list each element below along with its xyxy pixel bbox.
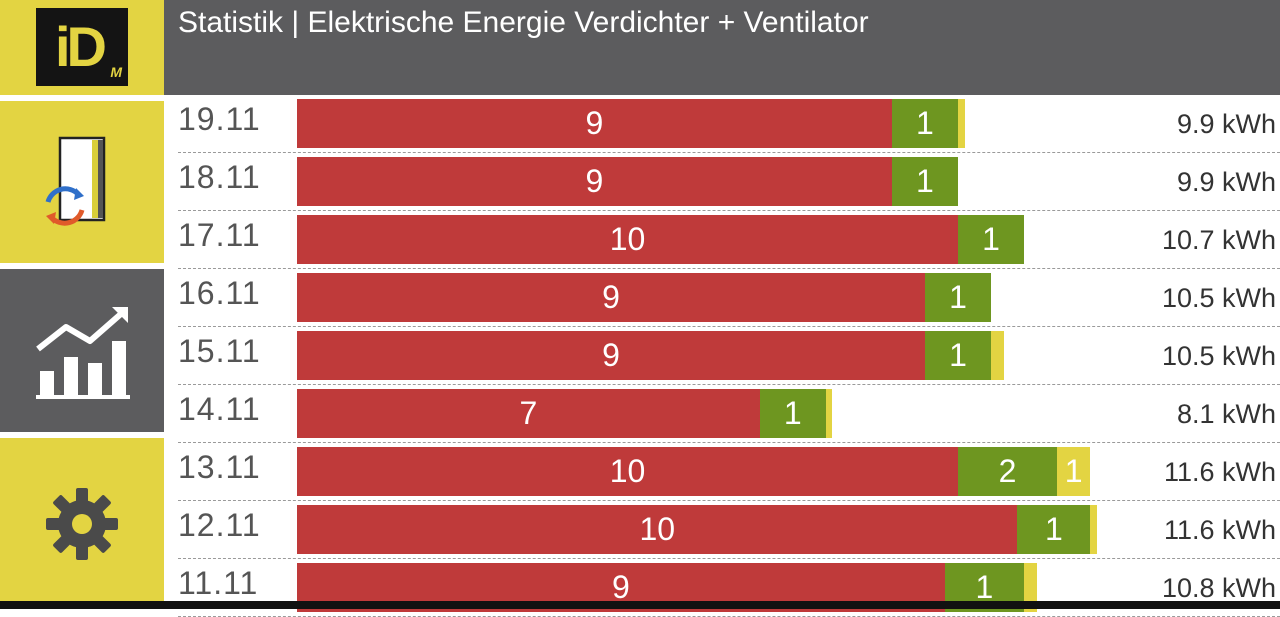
table-row: 17.11 10 1 10.7 kWh — [164, 211, 1280, 269]
row-separator — [178, 558, 1280, 559]
bar-segment-red: 7 — [297, 389, 760, 438]
row-separator — [178, 152, 1280, 153]
logo-sub: M — [110, 63, 122, 80]
bar-segment-red: 10 — [297, 505, 1018, 554]
row-date: 15.11 — [178, 333, 261, 369]
bar-segment-green: 1 — [924, 273, 992, 322]
bar-segment-yellow — [825, 389, 833, 438]
bar-segment-red: 9 — [297, 99, 892, 148]
row-date: 16.11 — [178, 275, 261, 311]
gear-icon — [46, 487, 118, 560]
row-total: 11.6 kWh — [1163, 457, 1276, 487]
row-total: 10.7 kWh — [1161, 225, 1276, 255]
table-row: 13.11 10 2 1 11.6 kWh — [164, 443, 1280, 501]
row-total: 10.5 kWh — [1161, 341, 1276, 371]
bar-segment-red: 10 — [297, 215, 958, 264]
header: Statistik | Elektrische Energie Verdicht… — [164, 0, 1280, 95]
row-total: 10.8 kWh — [1161, 573, 1276, 603]
row-date: 18.11 — [178, 159, 261, 195]
row-separator — [178, 326, 1280, 327]
bar-segment-yellow — [957, 99, 965, 148]
row-date: 14.11 — [178, 391, 261, 427]
energy-bar: 10 1 — [297, 215, 1025, 264]
row-date: 12.11 — [178, 507, 261, 543]
bar-segment-green: 1 — [1017, 505, 1091, 554]
bar-segment-yellow: 1 — [1057, 447, 1091, 496]
nav-statistics-button[interactable] — [0, 269, 164, 432]
bar-segment-green: 1 — [891, 99, 958, 148]
chart-trend-icon — [36, 306, 130, 399]
nav-settings-button[interactable] — [0, 438, 164, 609]
bar-segment-green: 1 — [924, 331, 992, 380]
page-title: Statistik | Elektrische Energie Verdicht… — [178, 6, 869, 39]
bottom-edge — [0, 601, 1280, 609]
row-total: 8.1 kWh — [1176, 399, 1276, 429]
statistics-list[interactable]: 19.11 9 1 9.9 kWh 18.11 9 1 9.9 kWh 17.11 10 1 10.7… — [164, 95, 1280, 617]
row-separator — [178, 268, 1280, 269]
row-total: 11.6 kWh — [1163, 515, 1276, 545]
row-date: 11.11 — [178, 565, 259, 601]
table-row: 14.11 7 1 8.1 kWh — [164, 385, 1280, 443]
bar-segment-red: 9 — [297, 273, 925, 322]
table-row: 19.11 9 1 9.9 kWh — [164, 95, 1280, 153]
logo-text: iD — [55, 14, 107, 78]
energy-bar: 10 1 — [297, 505, 1097, 554]
bar-segment-red: 9 — [297, 331, 925, 380]
bar-segment-green: 2 — [958, 447, 1058, 496]
row-separator — [178, 500, 1280, 501]
nav-heatpump-button[interactable] — [0, 101, 164, 263]
table-row: 18.11 9 1 9.9 kWh — [164, 153, 1280, 211]
energy-bar: 10 2 1 — [297, 447, 1091, 496]
row-separator — [178, 384, 1280, 385]
row-total: 10.5 kWh — [1161, 283, 1276, 313]
logo: iD M — [36, 7, 128, 86]
table-row: 12.11 10 1 11.6 kWh — [164, 501, 1280, 559]
table-row: 16.11 9 1 10.5 kWh — [164, 269, 1280, 327]
bar-segment-red: 10 — [297, 447, 958, 496]
bar-segment-red: 9 — [297, 157, 892, 206]
row-date: 17.11 — [178, 217, 261, 253]
logo-tile: iD M — [0, 0, 164, 95]
bar-segment-green: 1 — [891, 157, 958, 206]
row-total: 9.9 kWh — [1176, 167, 1276, 197]
row-separator — [178, 442, 1280, 443]
row-date: 13.11 — [178, 449, 261, 485]
heatpump-icon — [45, 136, 106, 226]
row-separator — [178, 210, 1280, 211]
bar-segment-yellow — [991, 331, 1005, 380]
bar-segment-yellow — [1024, 563, 1038, 612]
row-total: 9.9 kWh — [1176, 109, 1276, 139]
bar-segment-yellow — [1090, 505, 1097, 554]
table-row: 15.11 9 1 10.5 kWh — [164, 327, 1280, 385]
sidebar: iD M — [0, 0, 164, 609]
row-date: 19.11 — [178, 101, 261, 137]
bar-segment-green: 1 — [759, 389, 826, 438]
bar-segment-green: 1 — [958, 215, 1025, 264]
